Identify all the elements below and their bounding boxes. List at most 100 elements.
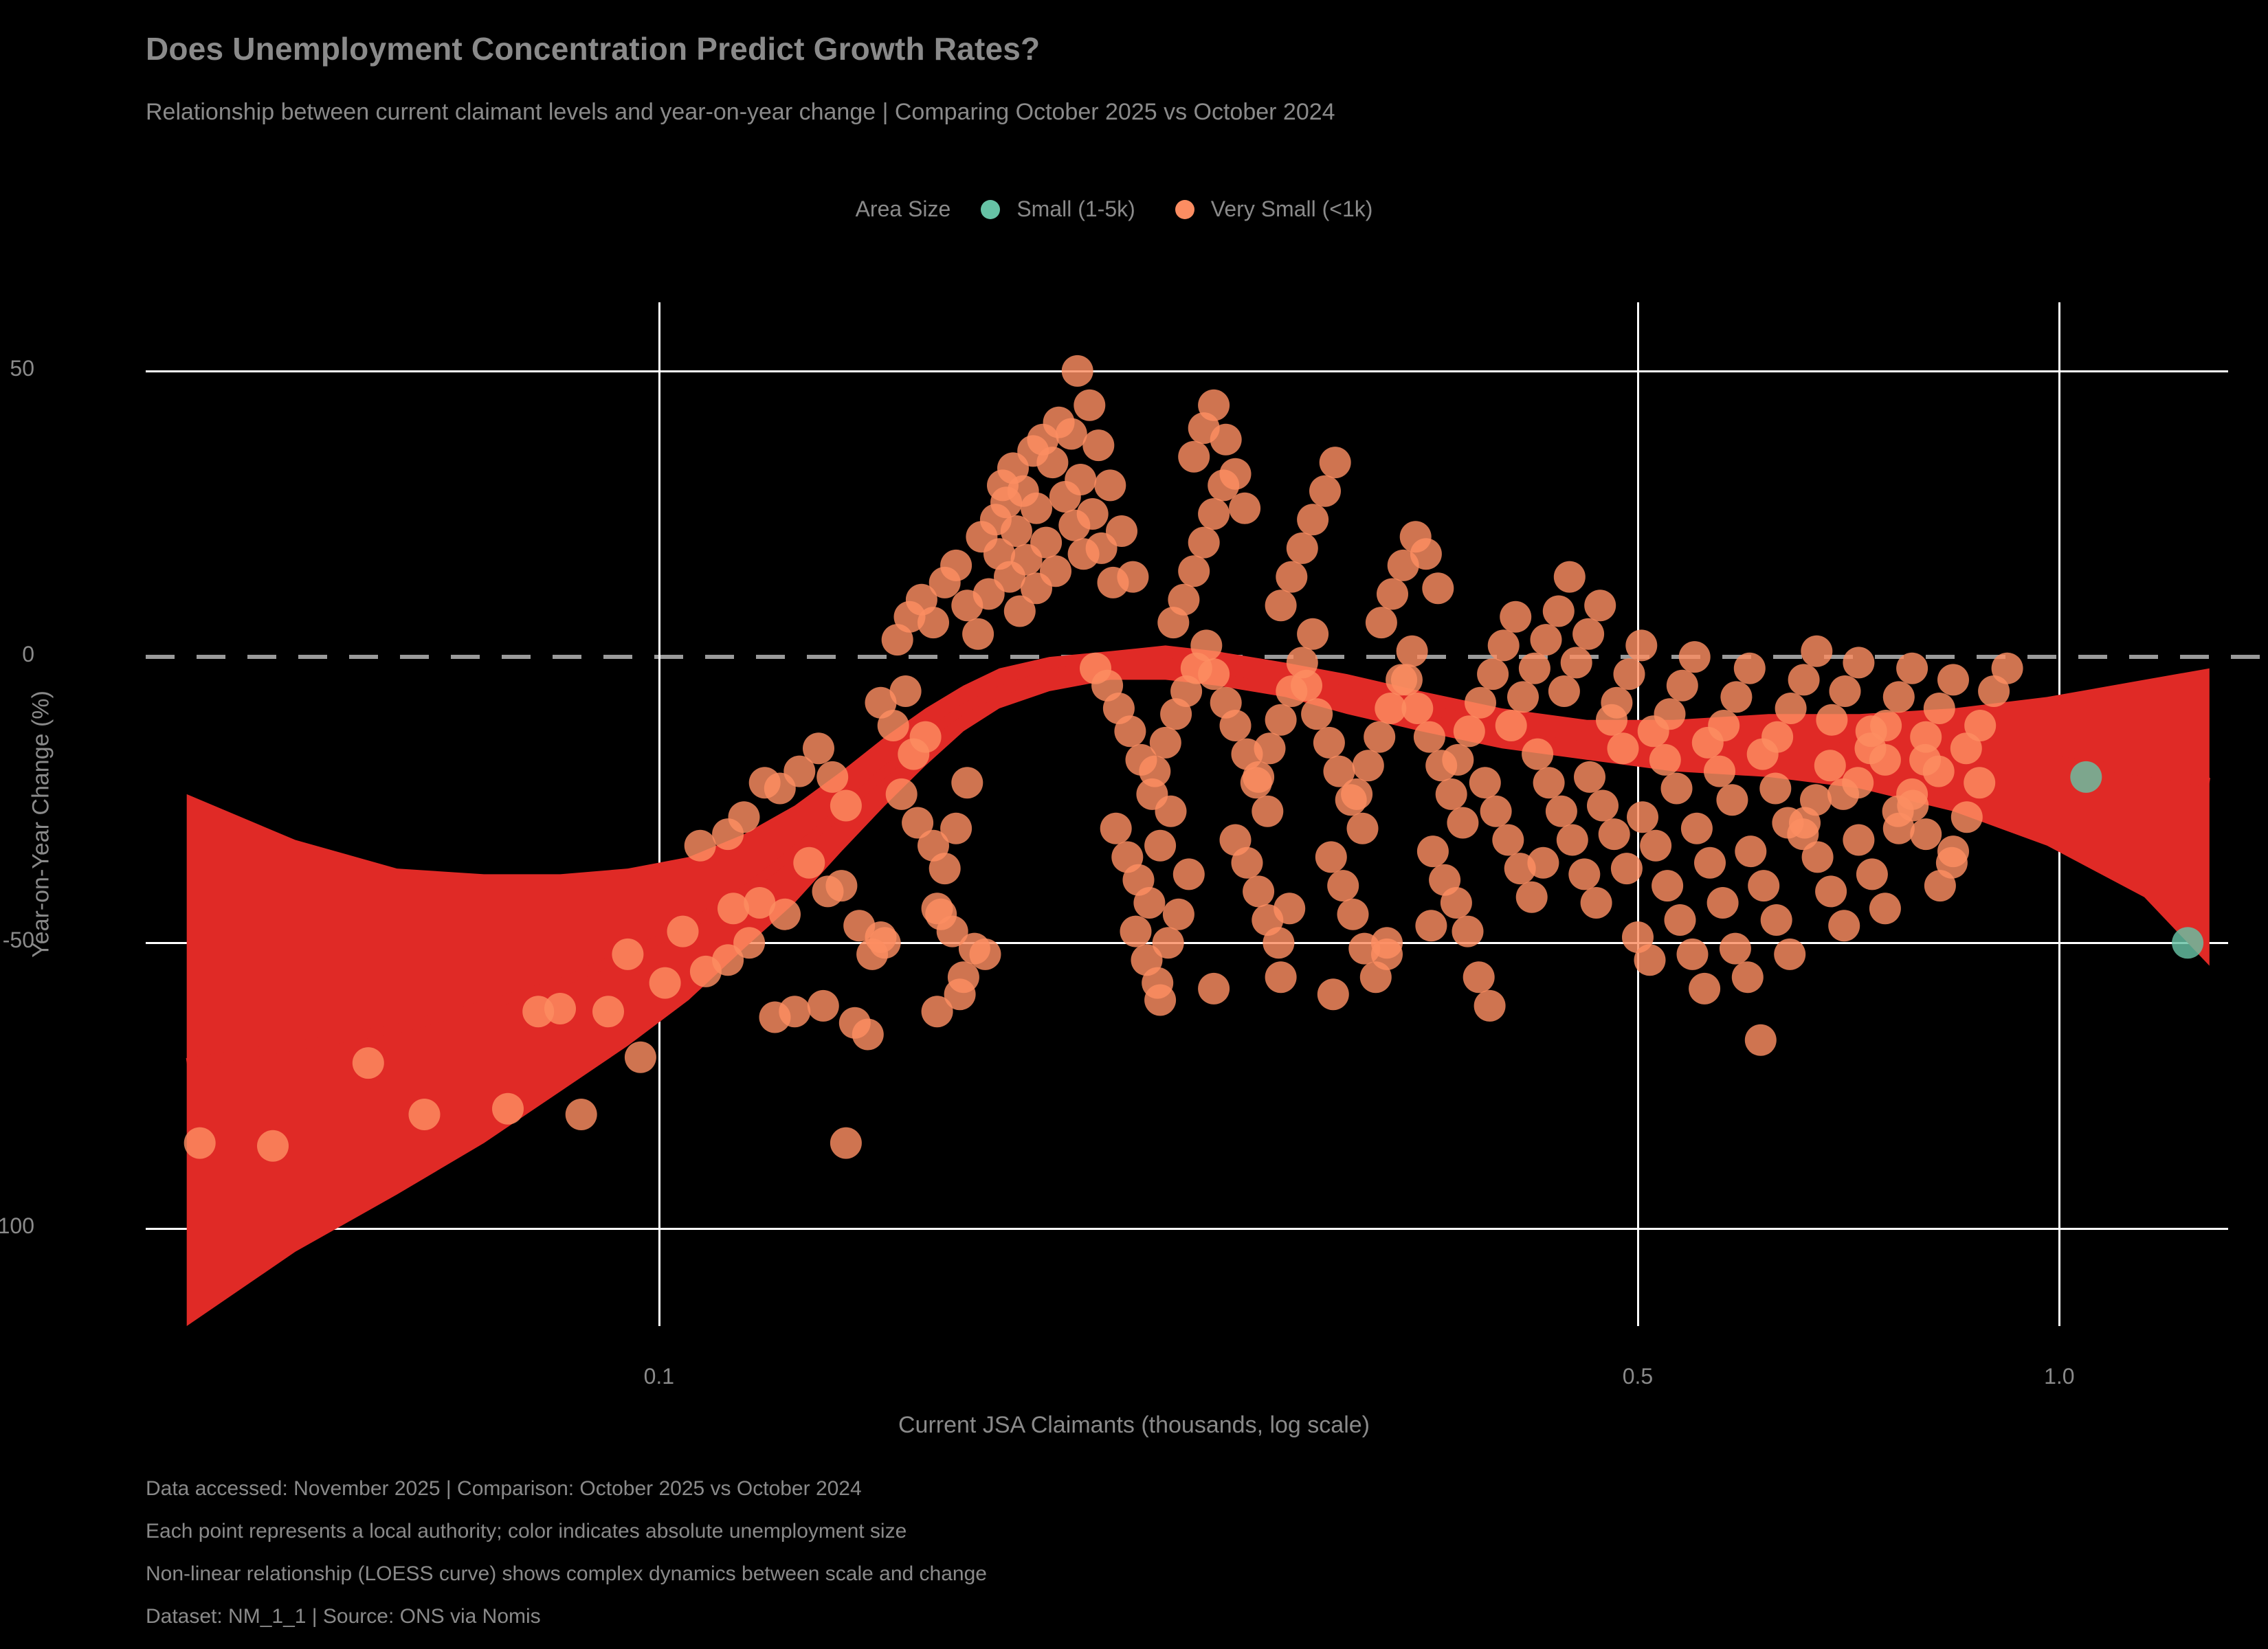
scatter-point[interactable] <box>1410 538 1442 570</box>
scatter-point[interactable] <box>1301 698 1333 730</box>
scatter-point[interactable] <box>1198 658 1230 691</box>
scatter-point[interactable] <box>889 675 922 707</box>
scatter-point[interactable] <box>1744 1024 1777 1056</box>
scatter-point[interactable] <box>1716 784 1748 816</box>
scatter-point[interactable] <box>1139 755 1171 787</box>
scatter-point[interactable] <box>769 898 801 930</box>
scatter-point[interactable] <box>1601 686 1633 719</box>
scatter-point[interactable] <box>1882 681 1915 713</box>
scatter-point[interactable] <box>825 870 858 902</box>
scatter-point[interactable] <box>1815 875 1847 908</box>
scatter-point[interactable] <box>1556 824 1588 856</box>
scatter-point[interactable] <box>1733 652 1766 684</box>
scatter-point[interactable] <box>1396 635 1428 667</box>
scatter-point[interactable] <box>807 989 839 1022</box>
scatter-point[interactable] <box>1678 641 1711 673</box>
scatter-point[interactable] <box>1607 732 1639 765</box>
scatter-point[interactable] <box>1252 795 1284 827</box>
scatter-point[interactable] <box>1364 721 1396 753</box>
scatter-point[interactable] <box>352 1047 384 1079</box>
scatter-point[interactable] <box>1761 721 1794 753</box>
scatter-point[interactable] <box>1291 669 1322 702</box>
scatter-point[interactable] <box>1922 755 1955 787</box>
scatter-point[interactable] <box>544 993 576 1024</box>
scatter-point[interactable] <box>1315 841 1347 873</box>
scatter-point[interactable] <box>1000 515 1032 547</box>
scatter-point[interactable] <box>1243 875 1275 908</box>
scatter-point[interactable] <box>940 812 972 844</box>
scatter-point[interactable] <box>1415 910 1447 942</box>
scatter-point[interactable] <box>649 967 681 999</box>
scatter-point[interactable] <box>1828 910 1860 942</box>
scatter-point[interactable] <box>1231 846 1263 879</box>
scatter-point[interactable] <box>1842 767 1874 799</box>
scatter-point[interactable] <box>940 549 972 581</box>
scatter-point[interactable] <box>1774 938 1806 970</box>
scatter-point[interactable] <box>1548 675 1580 707</box>
scatter-point[interactable] <box>1964 710 1997 741</box>
scatter-point[interactable] <box>2070 761 2102 793</box>
scatter-point[interactable] <box>944 978 976 1011</box>
scatter-point[interactable] <box>1553 561 1586 593</box>
scatter-point[interactable] <box>1219 458 1252 490</box>
scatter-point[interactable] <box>925 898 957 930</box>
scatter-point[interactable] <box>1162 898 1194 930</box>
scatter-point[interactable] <box>1760 904 1792 936</box>
scatter-point[interactable] <box>1297 618 1329 650</box>
scatter-point[interactable] <box>712 944 744 976</box>
scatter-point[interactable] <box>1198 498 1230 530</box>
scatter-point[interactable] <box>684 829 716 862</box>
scatter-point[interactable] <box>1082 429 1115 462</box>
scatter-point[interactable] <box>1694 846 1726 879</box>
scatter-point[interactable] <box>1869 893 1901 925</box>
scatter-point[interactable] <box>1991 652 2023 684</box>
scatter-point[interactable] <box>1640 829 1672 862</box>
scatter-point[interactable] <box>728 801 760 833</box>
scatter-point[interactable] <box>1188 526 1220 559</box>
scatter-point[interactable] <box>929 853 961 885</box>
scatter-point[interactable] <box>1788 664 1820 696</box>
scatter-point[interactable] <box>1937 835 1969 868</box>
scatter-point[interactable] <box>1341 778 1373 810</box>
scatter-point[interactable] <box>1666 669 1698 702</box>
scatter-point[interactable] <box>1870 710 1902 741</box>
scatter-point[interactable] <box>1155 795 1187 827</box>
scatter-point[interactable] <box>1452 915 1484 947</box>
scatter-point[interactable] <box>1030 526 1063 559</box>
scatter-point[interactable] <box>1950 732 1982 765</box>
scatter-point[interactable] <box>1337 898 1369 930</box>
scatter-point[interactable] <box>1613 658 1645 691</box>
scatter-point[interactable] <box>1463 961 1495 994</box>
scatter-point[interactable] <box>1474 989 1506 1022</box>
legend-item-small[interactable]: Small (1-5k) <box>981 197 1135 222</box>
scatter-point[interactable] <box>1435 778 1467 810</box>
scatter-point[interactable] <box>1634 944 1666 976</box>
scatter-point[interactable] <box>1377 578 1408 610</box>
scatter-point[interactable] <box>1515 881 1548 913</box>
scatter-point[interactable] <box>1719 932 1751 965</box>
scatter-point[interactable] <box>1706 887 1739 919</box>
scatter-point[interactable] <box>565 1099 597 1130</box>
scatter-point[interactable] <box>1652 870 1684 902</box>
scatter-point[interactable] <box>1003 595 1036 627</box>
scatter-point[interactable] <box>1413 721 1445 753</box>
scatter-point[interactable] <box>816 761 849 793</box>
scatter-point[interactable] <box>793 846 825 879</box>
scatter-point[interactable] <box>783 755 816 787</box>
scatter-point[interactable] <box>1094 469 1126 502</box>
scatter-point[interactable] <box>877 710 909 741</box>
scatter-point[interactable] <box>184 1127 216 1159</box>
scatter-point[interactable] <box>1198 972 1230 1005</box>
scatter-point[interactable] <box>1074 389 1106 421</box>
scatter-point[interactable] <box>951 767 983 799</box>
scatter-point[interactable] <box>257 1130 289 1162</box>
scatter-point[interactable] <box>1198 389 1230 421</box>
scatter-point[interactable] <box>744 887 776 919</box>
scatter-point[interactable] <box>667 915 699 947</box>
scatter-point[interactable] <box>1114 715 1146 748</box>
scatter-point[interactable] <box>1748 870 1780 902</box>
scatter-point[interactable] <box>1040 555 1071 587</box>
scatter-point[interactable] <box>1144 984 1177 1016</box>
scatter-point[interactable] <box>1950 801 1983 833</box>
scatter-point[interactable] <box>408 1099 441 1130</box>
